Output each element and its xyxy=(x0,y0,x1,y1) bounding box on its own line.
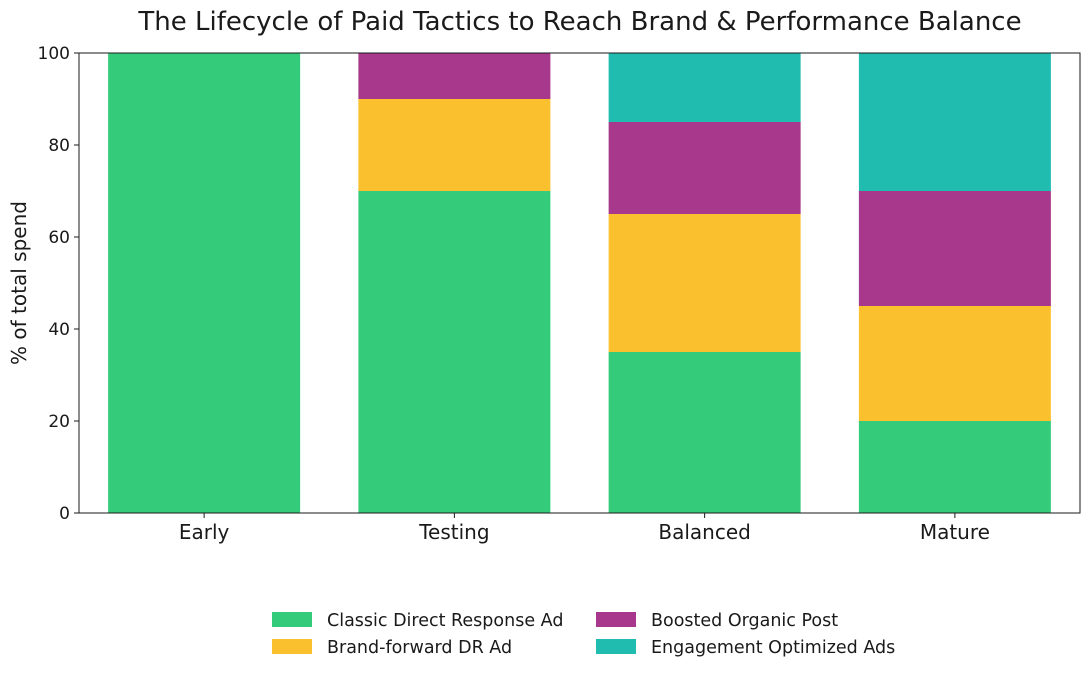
legend-swatch-3 xyxy=(596,612,636,627)
bar-mature-series-3 xyxy=(858,191,1051,306)
y-axis-label: % of total spend xyxy=(7,201,31,365)
legend-label-4: Engagement Optimized Ads xyxy=(651,638,895,658)
y-tick-label: 40 xyxy=(48,320,70,340)
legend-swatch-1 xyxy=(272,612,312,627)
y-tick-label: 100 xyxy=(38,44,70,64)
bars-group xyxy=(108,53,1051,513)
y-tick-label: 20 xyxy=(48,412,70,432)
x-tick-label-balanced: Balanced xyxy=(658,520,750,544)
bar-early-series-1 xyxy=(108,53,301,513)
y-tick-label: 60 xyxy=(48,228,70,248)
bar-testing-series-3 xyxy=(358,53,551,99)
bar-balanced-series-3 xyxy=(608,122,801,214)
bar-balanced-series-1 xyxy=(608,352,801,513)
x-tick-label-testing: Testing xyxy=(418,520,489,544)
x-axis: Early Testing Balanced Mature xyxy=(179,513,990,544)
chart-title: The Lifecycle of Paid Tactics to Reach B… xyxy=(137,7,1021,37)
bar-mature-series-2 xyxy=(858,306,1051,421)
x-tick-label-early: Early xyxy=(179,520,230,544)
legend-swatch-2 xyxy=(272,639,312,654)
legend-label-2: Brand-forward DR Ad xyxy=(327,638,512,658)
legend-label-3: Boosted Organic Post xyxy=(651,611,838,631)
plot-frame xyxy=(78,52,1081,514)
bar-balanced-series-2 xyxy=(608,214,801,352)
bar-testing-series-1 xyxy=(358,191,551,513)
x-tick-label-mature: Mature xyxy=(920,520,990,544)
legend: Classic Direct Response Ad Brand-forward … xyxy=(272,611,895,658)
y-tick-label: 80 xyxy=(48,136,70,156)
y-axis: 0 20 40 60 80 100 xyxy=(38,44,79,524)
bar-balanced-series-4 xyxy=(608,53,801,122)
legend-swatch-4 xyxy=(596,639,636,654)
bar-mature-series-4 xyxy=(858,53,1051,191)
y-tick-label: 0 xyxy=(59,504,70,524)
bar-mature-series-1 xyxy=(858,421,1051,513)
bar-testing-series-2 xyxy=(358,99,551,191)
legend-label-1: Classic Direct Response Ad xyxy=(327,611,563,631)
